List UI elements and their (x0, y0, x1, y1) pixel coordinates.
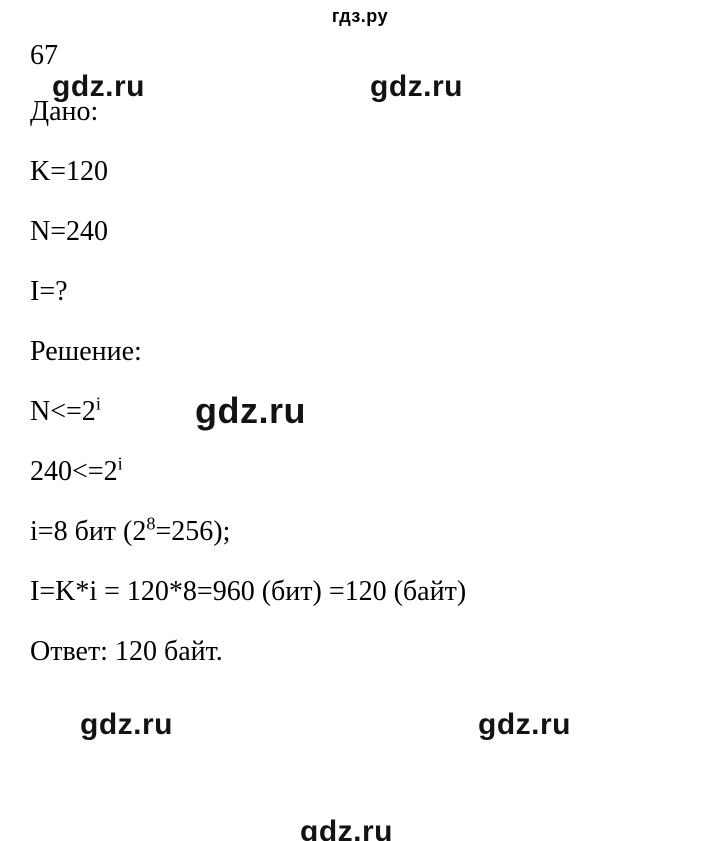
inequality-2: 240<=2i (30, 458, 690, 486)
i-val-pre: i=8 бит (2 (30, 516, 146, 547)
site-header: гдз.ру (0, 6, 720, 27)
inequality-1: N<=2i (30, 398, 690, 426)
ineq1-sup: i (96, 394, 101, 414)
line-k: K=120 (30, 158, 690, 186)
solution-title: Решение: (30, 338, 690, 366)
formula: I=K*i = 120*8=960 (бит) =120 (байт) (30, 578, 690, 606)
ineq2-sup: i (118, 454, 123, 474)
watermark: gdz.ru (478, 708, 571, 742)
problem-number: 67 (30, 40, 690, 72)
watermark: gdz.ru (80, 708, 173, 742)
ineq1-pre: N<=2 (30, 396, 96, 427)
i-value: i=8 бит (28=256); (30, 518, 690, 546)
line-n: N=240 (30, 218, 690, 246)
ineq2-pre: 240<=2 (30, 456, 118, 487)
given-title: Дано: (30, 98, 690, 126)
solution-content: 67 Дано: K=120 N=240 I=? Решение: N<=2i … (30, 40, 690, 698)
i-val-post: =256); (155, 516, 230, 547)
watermark: gdz.ru (300, 815, 393, 841)
line-i-question: I=? (30, 278, 690, 306)
answer: Ответ: 120 байт. (30, 638, 690, 666)
